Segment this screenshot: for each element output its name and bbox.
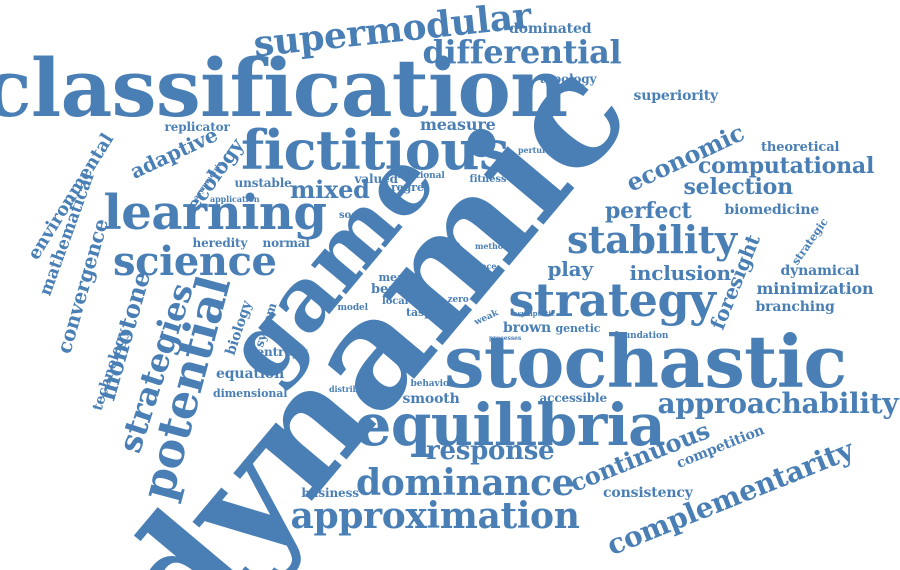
- word-cloud-term: stochastic: [444, 319, 847, 404]
- word-cloud-term: unstable: [234, 176, 292, 190]
- word-cloud-term: application: [210, 194, 260, 204]
- word-cloud-term: biomedicine: [724, 202, 820, 218]
- word-cloud-term: theoretical: [761, 139, 840, 155]
- word-cloud-term: computational: [698, 153, 875, 179]
- word-cloud-term: social: [339, 210, 371, 221]
- word-cloud-term: method: [475, 241, 509, 251]
- word-cloud-term: branching: [755, 299, 835, 315]
- word-cloud-term: dominated: [509, 21, 592, 37]
- word-cloud-term: response: [426, 436, 555, 466]
- word-cloud-term: fictitious: [241, 118, 509, 182]
- word-cloud-term: accessible: [539, 391, 608, 405]
- word-cloud-term: equilibria: [354, 391, 666, 459]
- word-cloud-term: irrational: [397, 170, 445, 181]
- word-cloud-term: measure: [420, 115, 496, 134]
- word-cloud-term: best: [371, 281, 402, 297]
- word-cloud-term: dominance: [356, 462, 575, 504]
- word-cloud-term: genetic: [555, 321, 601, 335]
- word-cloud-term: dynamical: [780, 263, 860, 279]
- word-cloud-term: approachability: [657, 387, 899, 420]
- word-cloud-term: differential: [422, 33, 622, 71]
- word-cloud-term: topology: [539, 72, 597, 86]
- word-cloud-term: behavior: [410, 378, 454, 389]
- word-cloud-term: perturbed: [518, 145, 563, 155]
- word-cloud-term: play: [547, 257, 594, 281]
- word-cloud-term: inclusion: [629, 261, 732, 285]
- word-cloud-term: dimensional: [213, 386, 288, 400]
- word-cloud-term: strategic: [789, 215, 831, 267]
- word-cloud-term: valued: [354, 172, 398, 186]
- word-cloud-term: distribution: [329, 384, 382, 394]
- word-cloud-term: fitness: [469, 174, 507, 185]
- word-cloud-term: foundation: [614, 330, 669, 341]
- word-cloud-term: brown: [503, 320, 552, 336]
- word-cloud-term: heredity: [192, 236, 248, 250]
- word-cloud-term: minimization: [756, 279, 874, 298]
- word-cloud-term: model: [337, 302, 369, 313]
- word-cloud-term: stability: [567, 217, 737, 262]
- word-cloud-term: local: [382, 296, 409, 307]
- word-cloud-term: mean: [378, 270, 412, 284]
- word-cloud-term: regret: [391, 180, 429, 194]
- word-cloud-term: zero: [447, 294, 469, 305]
- word-cloud-term: classification: [0, 41, 568, 135]
- word-cloud-term: approximation: [290, 495, 580, 537]
- word-cloud-term: space: [471, 261, 497, 271]
- word-cloud-term: consistency: [603, 485, 693, 501]
- word-cloud-term: mixed: [290, 175, 370, 204]
- word-cloud-term: superiority: [633, 88, 719, 104]
- word-cloud-term: entropy: [256, 345, 308, 359]
- word-cloud-term: tasp: [406, 305, 432, 319]
- word-cloud-term: form: [434, 240, 461, 251]
- word-cloud-term: business: [301, 486, 359, 500]
- word-cloud-term: perfect: [605, 198, 692, 224]
- word-cloud-term: learning: [103, 185, 327, 241]
- word-cloud-term: equation: [216, 366, 285, 382]
- word-cloud-term: normal: [262, 236, 310, 250]
- word-cloud-term: science: [113, 238, 277, 285]
- word-cloud-term: smooth: [402, 391, 460, 407]
- word-cloud-term: replicator: [164, 120, 230, 134]
- word-cloud-term: selection: [683, 174, 794, 200]
- word-cloud-term: processes: [489, 335, 522, 342]
- word-cloud-term: asymptotic: [513, 308, 556, 318]
- word-cloud-term: strategy: [508, 273, 716, 327]
